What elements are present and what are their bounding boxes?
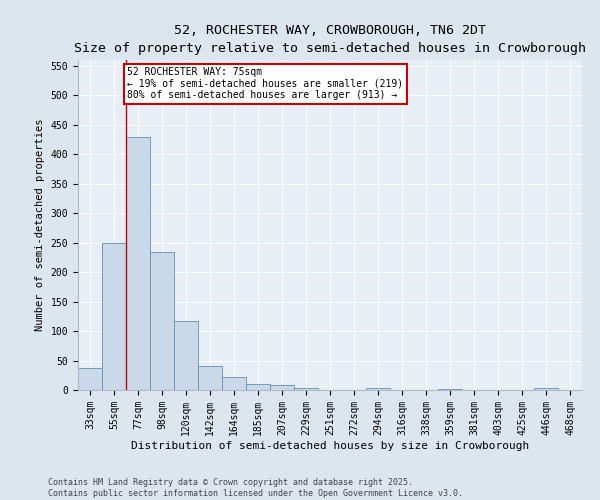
Bar xyxy=(222,377,246,390)
Bar xyxy=(102,242,126,390)
Bar xyxy=(126,136,150,390)
Bar xyxy=(150,252,174,390)
Bar xyxy=(270,386,294,390)
Bar xyxy=(366,388,390,390)
Bar xyxy=(438,389,462,390)
Bar xyxy=(534,388,558,390)
Y-axis label: Number of semi-detached properties: Number of semi-detached properties xyxy=(35,118,45,331)
Bar xyxy=(78,368,102,390)
X-axis label: Distribution of semi-detached houses by size in Crowborough: Distribution of semi-detached houses by … xyxy=(131,440,529,450)
Bar xyxy=(246,384,270,390)
Bar xyxy=(174,321,198,390)
Text: 52 ROCHESTER WAY: 75sqm
← 19% of semi-detached houses are smaller (219)
80% of s: 52 ROCHESTER WAY: 75sqm ← 19% of semi-de… xyxy=(127,67,403,100)
Text: Contains HM Land Registry data © Crown copyright and database right 2025.
Contai: Contains HM Land Registry data © Crown c… xyxy=(48,478,463,498)
Title: 52, ROCHESTER WAY, CROWBOROUGH, TN6 2DT
Size of property relative to semi-detach: 52, ROCHESTER WAY, CROWBOROUGH, TN6 2DT … xyxy=(74,24,586,54)
Bar xyxy=(198,366,222,390)
Bar xyxy=(294,388,318,390)
